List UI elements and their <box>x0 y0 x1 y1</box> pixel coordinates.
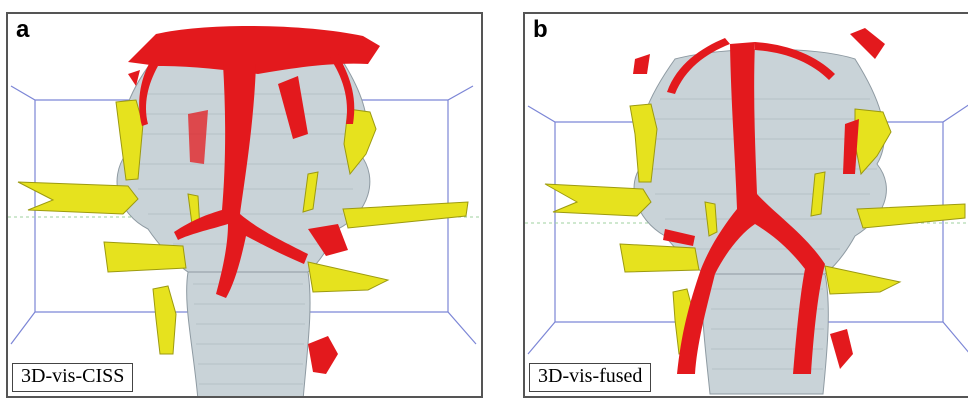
panel-letter: b <box>533 16 548 43</box>
blood-vessels <box>633 28 885 374</box>
render-3d-vis-ciss <box>8 25 481 396</box>
panel-a: a 3D-vis-CISS <box>6 12 483 398</box>
panel-caption: 3D-vis-fused <box>529 363 652 392</box>
panel-letter: a <box>16 16 30 43</box>
cranial-nerves <box>17 99 469 355</box>
render-3d-vis-fused <box>525 28 968 395</box>
blood-vessels <box>128 25 380 374</box>
panel-b: b 3D-vis-fused <box>523 12 968 398</box>
panel-caption: 3D-vis-CISS <box>12 363 134 392</box>
